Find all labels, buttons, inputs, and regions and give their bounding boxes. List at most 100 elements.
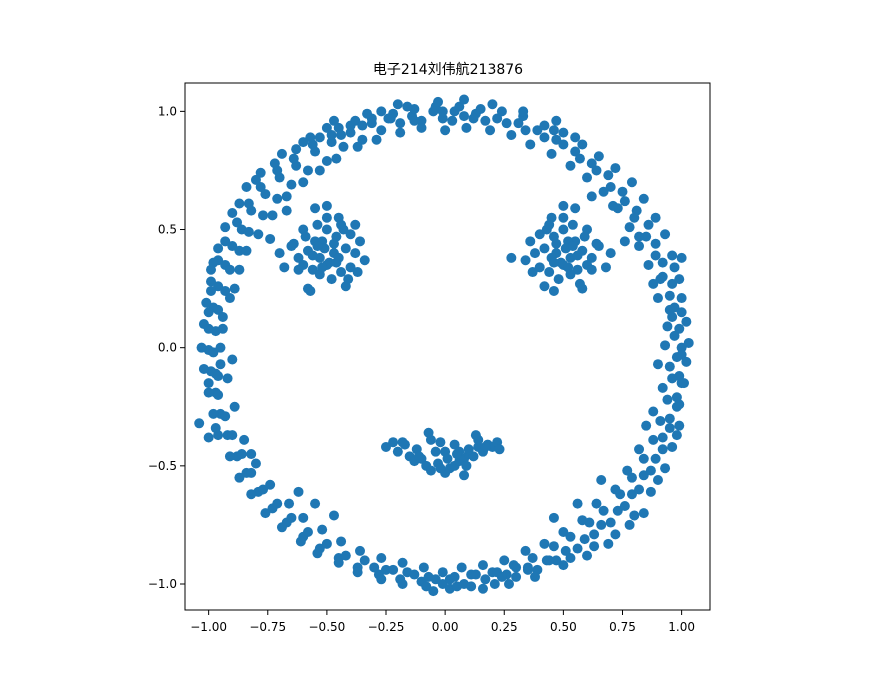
scatter-point bbox=[208, 257, 219, 268]
scatter-point bbox=[570, 132, 581, 143]
scatter-point bbox=[674, 323, 685, 334]
scatter-point bbox=[664, 413, 675, 424]
scatter-point bbox=[548, 285, 559, 296]
scatter-point bbox=[451, 581, 462, 592]
scatter-point bbox=[286, 512, 297, 523]
scatter-point bbox=[539, 538, 550, 549]
scatter-point bbox=[660, 229, 671, 240]
scatter-point bbox=[355, 236, 365, 247]
x-tick-label: −0.75 bbox=[249, 620, 286, 634]
scatter-point bbox=[622, 465, 633, 476]
scatter-point bbox=[321, 538, 332, 549]
scatter-point bbox=[357, 120, 368, 131]
scatter-point bbox=[217, 311, 228, 322]
scatter-point bbox=[570, 203, 581, 214]
scatter-point bbox=[468, 451, 479, 462]
scatter-point bbox=[544, 555, 555, 566]
scatter-point bbox=[641, 231, 652, 242]
scatter-point bbox=[328, 510, 339, 521]
scatter-point bbox=[548, 125, 559, 136]
y-axis: −1.0 −0.5 0.0 0.5 1.0 bbox=[148, 104, 185, 591]
scatter-point bbox=[638, 508, 649, 519]
scatter-point bbox=[388, 437, 399, 448]
scatter-point bbox=[503, 579, 514, 589]
scatter-point bbox=[667, 250, 678, 261]
scatter-point bbox=[215, 359, 226, 370]
scatter-point bbox=[345, 262, 356, 273]
scatter-point bbox=[525, 236, 536, 247]
scatter-point bbox=[350, 115, 361, 126]
scatter-point bbox=[577, 515, 588, 526]
scatter-point bbox=[288, 153, 299, 164]
scatter-point bbox=[454, 101, 465, 112]
scatter-point bbox=[648, 434, 659, 445]
scatter-point bbox=[331, 153, 342, 164]
scatter-point bbox=[676, 378, 687, 389]
scatter-point bbox=[298, 137, 309, 148]
scatter-point bbox=[215, 342, 226, 353]
scatter-point bbox=[558, 139, 569, 150]
scatter-point bbox=[560, 545, 571, 556]
y-tick-label: −1.0 bbox=[148, 577, 177, 591]
scatter-point bbox=[548, 512, 559, 523]
scatter-point bbox=[586, 191, 597, 202]
scatter-point bbox=[203, 378, 214, 389]
scatter-point bbox=[305, 285, 316, 296]
scatter-point bbox=[475, 104, 486, 114]
scatter-point bbox=[589, 541, 600, 552]
scatter-point bbox=[638, 453, 649, 464]
scatter-point bbox=[676, 293, 687, 304]
scatter-point bbox=[468, 113, 479, 124]
scatter-point bbox=[428, 586, 439, 597]
scatter-point bbox=[681, 356, 692, 367]
scatter-point bbox=[430, 574, 441, 585]
scatter-point bbox=[302, 527, 313, 538]
scatter-point bbox=[641, 420, 652, 431]
scatter-point bbox=[210, 423, 221, 434]
scatter-point bbox=[253, 229, 264, 240]
scatter-point bbox=[461, 122, 472, 133]
scatter-point bbox=[255, 167, 266, 178]
scatter-point bbox=[241, 181, 252, 192]
scatter-point bbox=[629, 510, 640, 521]
scatter-point bbox=[643, 259, 654, 270]
scatter-point bbox=[243, 226, 254, 237]
scatter-point bbox=[241, 245, 252, 256]
scatter-point bbox=[657, 432, 668, 443]
scatter-point bbox=[421, 581, 432, 592]
scatter-point bbox=[416, 115, 427, 126]
scatter-point bbox=[371, 134, 382, 145]
scatter-point bbox=[650, 238, 661, 249]
scatter-point bbox=[227, 241, 238, 252]
scatter-point bbox=[539, 120, 550, 131]
scatter-point bbox=[333, 557, 344, 568]
scatter-point bbox=[520, 545, 531, 556]
scatter-point bbox=[577, 139, 588, 150]
scatter-point bbox=[300, 231, 311, 242]
scatter-point bbox=[437, 113, 448, 124]
scatter-point bbox=[629, 212, 640, 223]
scatter-point bbox=[657, 257, 668, 268]
scatter-point bbox=[619, 501, 630, 512]
scatter-point bbox=[612, 505, 623, 516]
scatter-point bbox=[314, 165, 325, 176]
scatter-point bbox=[664, 423, 675, 434]
scatter-point bbox=[402, 101, 413, 112]
scatter-point bbox=[376, 125, 387, 136]
y-tick-label: 1.0 bbox=[158, 104, 177, 118]
scatter-point bbox=[546, 148, 557, 159]
scatter-point bbox=[291, 144, 302, 155]
scatter-point bbox=[456, 562, 467, 573]
scatter-point bbox=[572, 498, 583, 509]
scatter-point bbox=[435, 463, 446, 474]
scatter-point bbox=[350, 219, 361, 230]
scatter-point bbox=[336, 536, 347, 547]
axes-frame bbox=[184, 82, 711, 611]
scatter-point bbox=[269, 158, 280, 169]
scatter-point bbox=[634, 484, 645, 495]
scatter-point bbox=[227, 207, 238, 218]
scatter-point bbox=[570, 146, 581, 157]
scatter-point bbox=[267, 210, 278, 221]
scatter-point bbox=[265, 479, 276, 490]
